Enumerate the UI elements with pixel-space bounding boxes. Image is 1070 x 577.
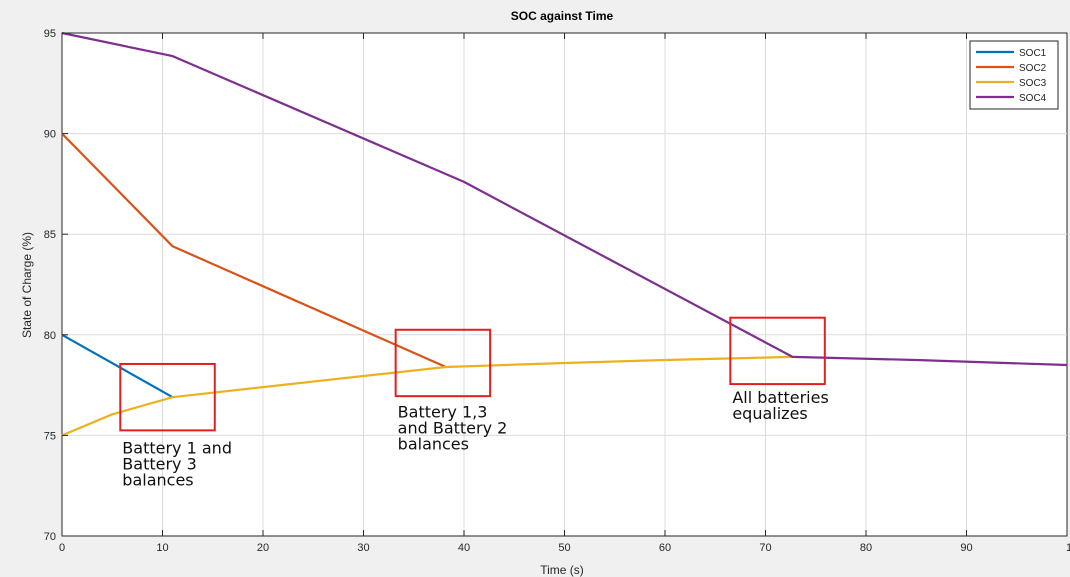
y-axis-label: State of Charge (%) <box>20 232 34 338</box>
annotation-text: Battery 1,3 <box>398 402 488 421</box>
legend-label: SOC3 <box>1019 78 1047 89</box>
x-tick-label: 30 <box>357 542 369 554</box>
x-tick-label: 20 <box>257 542 269 554</box>
series-lines <box>61 31 1068 437</box>
annotation-text: equalizes <box>732 404 807 423</box>
x-axis-label: Time (s) <box>540 563 584 577</box>
y-tick-label: 85 <box>44 229 56 241</box>
x-tick-label-edge: 10 <box>1066 542 1070 554</box>
annotation-text: balances <box>398 434 469 453</box>
series-line-soc1 <box>61 333 174 399</box>
series-line-soc3 <box>61 355 793 437</box>
legend-label: SOC1 <box>1019 48 1047 59</box>
x-tick-label: 70 <box>759 542 771 554</box>
y-tick-label: 90 <box>44 129 56 141</box>
y-tick-label: 70 <box>44 531 56 543</box>
chart-title: SOC against Time <box>511 9 614 23</box>
axis-ticks: 0 10 20 30 40 50 60 70 80 90 10 70 75 80 85 90 95 <box>44 28 1070 554</box>
x-tick-label: 60 <box>659 542 671 554</box>
annotation-box <box>394 328 492 398</box>
y-tick-label: 80 <box>44 330 56 342</box>
y-tick-label: 95 <box>44 28 56 40</box>
x-tick-label: 0 <box>59 542 65 554</box>
x-tick-label: 80 <box>860 542 872 554</box>
annotation-box <box>119 362 216 432</box>
x-tick-label: 40 <box>458 542 470 554</box>
annotation-text: Battery 1 and <box>122 439 232 458</box>
series-line-soc4 <box>61 31 1068 367</box>
y-tick-label: 75 <box>44 430 56 442</box>
x-tick-label: 10 <box>156 542 168 554</box>
x-tick-label: 90 <box>960 542 972 554</box>
legend-label: SOC2 <box>1019 63 1047 74</box>
x-tick-label: 50 <box>558 542 570 554</box>
legend: SOC1 SOC2 SOC3 SOC4 <box>969 40 1059 110</box>
annotation-text: balances <box>122 471 193 490</box>
annotation-box <box>729 316 826 386</box>
annotation-text: All batteries <box>732 388 828 407</box>
grid-lines <box>62 33 1067 536</box>
series-line-soc2 <box>61 132 447 369</box>
annotation-text: Battery 3 <box>122 455 196 474</box>
legend-label: SOC4 <box>1019 93 1047 104</box>
annotation-text: and Battery 2 <box>398 418 508 437</box>
